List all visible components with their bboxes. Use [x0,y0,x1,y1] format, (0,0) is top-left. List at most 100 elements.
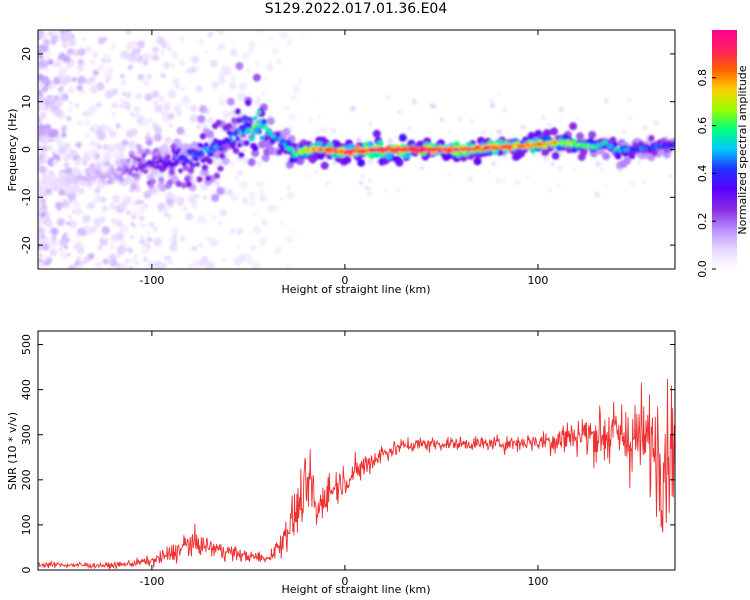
spectrogram-ridge-cell [108,177,114,183]
spectrogram-ridge-cell [551,151,560,160]
spectrogram-noise-blob [189,104,198,113]
spectrogram-ridge-cell [372,129,381,138]
spectrogram-noise-blob [52,76,61,85]
spectrogram-ridge-cell [82,161,88,166]
spectrogram-noise-blob [331,127,337,133]
spectrogram-ridge-cell [110,234,119,243]
spectrogram-ridge-cell [254,128,260,134]
spectrogram-noise-blob [218,220,223,226]
spectrogram-noise-blob [163,256,168,260]
spectrogram-ridge-cell [648,135,655,142]
figure-title: S129.2022.017.01.36.E04 [264,1,448,17]
spectrogram-noise-blob [188,247,192,251]
spectrogram-noise-blob [620,169,623,172]
spectrogram-noise-blob [301,36,305,40]
spectrogram-ridge-cell [175,180,182,187]
spectrogram-noise-blob [137,73,145,81]
spectrogram-ridge-cell [77,171,83,177]
spectrogram-noise-blob [183,96,189,102]
spectrogram-ridge-cell [81,156,89,163]
spectrogram-ridge-cell [119,173,124,177]
spectrogram-noise-blob [503,180,506,183]
colorbar-tick-label: 0.6 [696,117,709,135]
spectrogram-noise-blob [62,142,71,151]
spectrogram-ridge-cell [53,175,58,181]
spectrogram-noise-blob [169,124,173,128]
spectrogram-ridge-cell [529,147,537,154]
spectrogram-ridge-cell [198,143,204,149]
spectrogram-noise-blob [314,170,318,174]
spectrogram-noise-blob [41,204,48,211]
spectrogram-noise-blob [246,259,253,265]
spectrogram-noise-blob [239,180,249,190]
spectrogram-noise-blob [594,191,600,198]
spectrogram-noise-blob [148,221,155,228]
spectrogram-noise-blob [292,84,301,93]
spectrogram-ridge-cell [289,146,294,151]
spectrogram-ridge-cell [317,151,326,160]
spectrogram-noise-blob [222,66,232,76]
spectrogram-noise-blob [122,195,132,205]
spectrogram-noise-blob [77,64,84,71]
spectrogram-noise-blob [67,48,74,56]
spectrogram-noise-blob [145,53,153,61]
spectrogram-noise-blob [541,115,546,120]
spectrogram-ridge-cell [114,173,118,177]
spectrogram-noise-blob [239,82,247,91]
spectrogram-ridge-cell [252,115,258,121]
spectrogram-ridge-cell [143,164,148,169]
spectrogram-noise-blob [284,105,291,111]
spectrogram-noise-blob [229,160,235,165]
spectrogram-noise-blob [38,233,42,241]
spectrogram-ridge-cell [355,144,361,150]
spectrogram-ridge-cell [158,176,165,183]
spectrogram-noise-blob [66,106,74,113]
spectrogram-ridge-cell [240,116,246,122]
spectrogram-noise-blob [290,95,297,102]
spectrogram-noise-blob [185,68,191,74]
spectrogram-noise-blob [218,97,227,107]
spectrogram-noise-blob [86,149,96,159]
spectrogram-noise-blob [137,40,145,49]
spectrogram-noise-blob [263,77,267,82]
spectrogram-noise-blob [286,235,294,244]
spectrogram-ytick-label: 10 [20,95,33,109]
spectrogram-noise-blob [96,63,106,73]
spectrogram-noise-blob [172,239,178,245]
spectrogram-noise-blob [109,203,117,210]
spectrogram-noise-blob [250,245,257,251]
snr-ytick-label: 0 [20,567,33,574]
spectrogram-ridge-cell [160,143,169,152]
spectrogram-noise-blob [47,129,56,138]
spectrogram-noise-blob [164,136,172,145]
spectrogram-ridge-cell [101,179,107,185]
spectrogram-noise-blob [561,116,564,119]
spectrogram-noise-blob [138,205,146,214]
spectrogram-ridge-cell [211,142,216,146]
spectrogram-noise-blob [149,117,153,122]
spectrogram-noise-blob [297,78,303,84]
spectrogram-noise-blob [467,175,474,182]
spectrogram-ridge-cell [107,144,115,153]
spectrogram-noise-blob [241,197,249,205]
spectrogram-noise-blob [38,258,43,263]
spectrogram-noise-blob [314,97,317,100]
spectrogram-ridge-cell [117,167,122,172]
snr-xtick-label: 100 [527,575,548,588]
spectrogram-ridge-cell [40,187,46,193]
spectrogram-noise-blob [39,54,44,60]
spectrogram-noise-blob [154,104,164,113]
spectrogram-noise-blob [179,36,185,42]
spectrogram-ridge-cell [93,187,101,194]
spectrogram-noise-blob [325,181,330,185]
spectrogram-xtick-label: 100 [527,274,548,287]
spectrogram-noise-blob [125,259,129,263]
spectrogram-noise-blob [96,261,102,268]
spectrogram-xtick-label: -100 [139,274,164,287]
spectrogram-noise-blob [668,174,672,178]
spectrogram-ridge-cell [404,151,412,159]
spectrogram-ridge-cell [218,142,223,147]
spectrogram-ridge-cell [86,177,91,183]
spectrogram-noise-blob [122,263,128,269]
